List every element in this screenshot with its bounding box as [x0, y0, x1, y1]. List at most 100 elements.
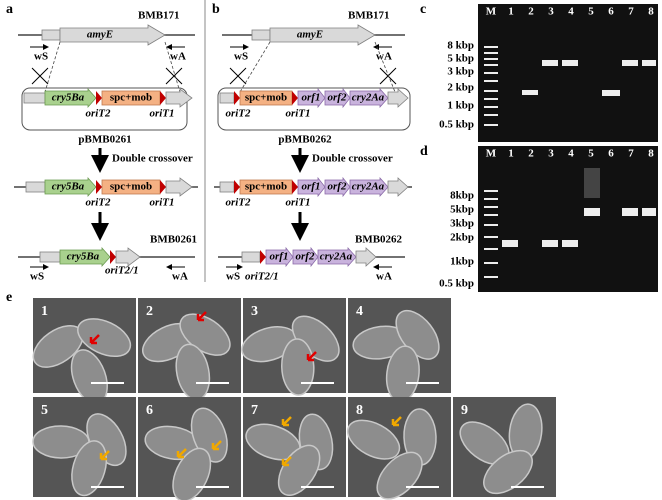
label: BMB0261: [150, 234, 197, 246]
box: [484, 46, 498, 48]
box: [484, 276, 498, 278]
spore-cell: [346, 419, 401, 460]
label: cry2Aa: [320, 251, 353, 263]
spore-cell: [483, 449, 533, 495]
box: [642, 60, 656, 66]
lane-label: 2: [528, 148, 534, 160]
label: orf2: [296, 251, 315, 263]
box: [484, 224, 498, 226]
gene-shape: [96, 180, 102, 194]
box: [542, 60, 558, 66]
sem-image: 8: [346, 397, 451, 500]
box: [484, 236, 498, 238]
gene-shape: [165, 88, 193, 108]
gene-shape: [317, 246, 357, 268]
label: orf1: [302, 181, 321, 193]
label: cry5Ba: [52, 92, 85, 104]
lane-label: 2: [528, 6, 534, 18]
lane-label: 8: [648, 6, 654, 18]
label: a: [6, 2, 13, 17]
group: spc+mob orf1 orf2 cry2Aa oriT2 oriT1: [214, 176, 412, 209]
sem-image: 6: [138, 397, 241, 500]
label: 2 kbp: [447, 82, 474, 94]
box: [219, 181, 235, 193]
lane-label: 1: [508, 6, 514, 18]
gene-shape: [292, 246, 319, 268]
label: BMB0262: [355, 234, 403, 246]
label: 0.5 kbp: [439, 119, 474, 131]
label: BMB171: [138, 10, 180, 22]
lane-label: 1: [508, 148, 514, 160]
panel-b: b BMB171 amyE wS wA spc+mob orf1 orf2 cr…: [212, 2, 412, 283]
label: c: [420, 2, 426, 17]
label: cry5Ba: [52, 181, 85, 193]
gene-shape: [110, 250, 116, 264]
gene-shape: [160, 180, 166, 194]
label: wA: [376, 271, 392, 283]
image-number: 7: [251, 403, 258, 418]
label: pBMB0261: [78, 134, 131, 146]
label: amyE: [297, 29, 323, 41]
gene-shape: [234, 91, 240, 105]
mark: [44, 41, 181, 93]
lane-label: M: [486, 148, 497, 160]
label: 8kbp: [450, 190, 474, 202]
label: 2kbp: [450, 232, 474, 244]
label: pBMB0262: [278, 134, 332, 146]
box: [484, 124, 498, 126]
gene-shape: [96, 91, 102, 105]
crystal-arrow: [211, 440, 222, 451]
label: cry5Ba: [67, 251, 100, 263]
sem-image: 9: [453, 397, 556, 497]
gene-shape: [59, 24, 166, 46]
label: wS: [34, 51, 48, 63]
sem-image: 3: [241, 298, 346, 396]
box: [484, 98, 498, 100]
lane-label: 5: [588, 148, 594, 160]
label: oriT2: [225, 108, 251, 120]
crystal-arrow: [391, 416, 402, 427]
box: [562, 240, 578, 247]
crystal-arrow: [281, 416, 292, 427]
spore-cell: [77, 318, 132, 358]
label: 5kbp: [450, 204, 474, 216]
lane-label: 3: [548, 6, 554, 18]
label: amyE: [87, 29, 113, 41]
box: [642, 208, 656, 216]
gene-shape: [260, 250, 266, 264]
label: oriT1: [149, 197, 174, 209]
lane-label: 7: [628, 148, 634, 160]
box: [478, 146, 658, 292]
label: 0.5 kbp: [439, 278, 474, 290]
gene-shape: [59, 246, 111, 268]
crystal-arrow: [306, 351, 317, 362]
box: [25, 181, 46, 193]
gene-shape: [297, 176, 326, 198]
gene-shape: [115, 247, 141, 267]
box: [484, 114, 498, 116]
lane-label: 8: [648, 148, 654, 160]
box: [622, 208, 638, 216]
box: [484, 80, 498, 82]
image-number: 9: [461, 403, 468, 418]
gene-shape: [269, 24, 376, 46]
label: orf2: [328, 181, 347, 193]
spore-cell: [281, 338, 315, 396]
box: [484, 52, 498, 54]
box: [484, 106, 498, 108]
group: 1 2 3 4 5 6 7 8 9: [32, 298, 556, 500]
label: oriT1: [285, 197, 310, 209]
crystal-arrow: [176, 448, 187, 459]
crystal-arrow: [99, 450, 110, 461]
panel-e: e 1 2 3 4 5 6 7 8 9: [6, 290, 556, 500]
label: b: [212, 2, 220, 17]
box: [484, 262, 498, 264]
gene-shape: [387, 177, 409, 197]
crystal-arrow: [196, 311, 207, 322]
box: [251, 29, 271, 41]
box: [484, 90, 498, 92]
lane-label: 4: [568, 148, 574, 160]
box: [542, 240, 558, 247]
box: [484, 214, 498, 216]
